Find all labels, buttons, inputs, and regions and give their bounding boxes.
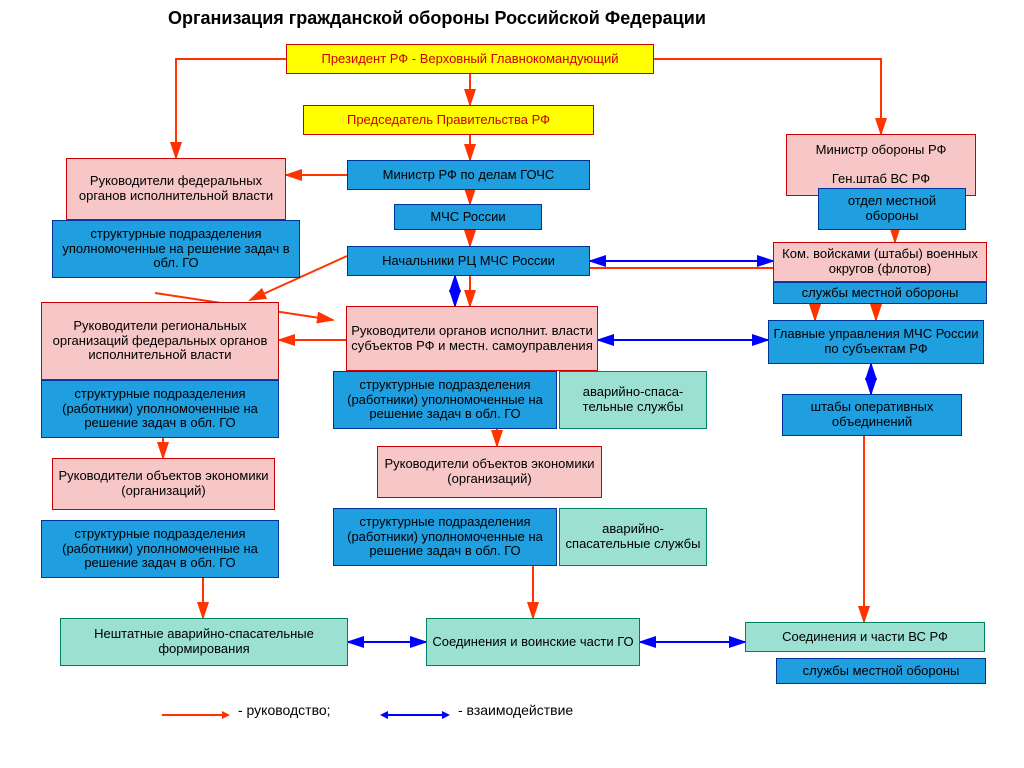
legend-interaction-text: - взаимодействие bbox=[458, 702, 573, 718]
node-n2: Председатель Правительства РФ bbox=[303, 105, 594, 135]
node-n22: структурные подразделения (работники) уп… bbox=[333, 508, 557, 566]
node-n16: аварийно-спаса-тельные службы bbox=[559, 371, 707, 429]
node-n20: структурные подразделения (работники) уп… bbox=[41, 520, 279, 578]
legend-leadership-text: - руководство; bbox=[238, 702, 331, 718]
legend-interaction-arrow bbox=[380, 708, 450, 720]
node-n8: Министр обороны РФ Ген.штаб ВС РФ bbox=[786, 134, 976, 196]
node-n27: службы местной обороны bbox=[776, 658, 986, 684]
node-n12: Руководители региональных организаций фе… bbox=[41, 302, 279, 380]
node-n19: Руководители объектов экономики (организ… bbox=[52, 458, 275, 510]
diagram-title: Организация гражданской обороны Российск… bbox=[168, 8, 706, 29]
node-n25: Соединения и воинские части ГО bbox=[426, 618, 640, 666]
node-n7: Начальники РЦ МЧС России bbox=[347, 246, 590, 276]
node-n24: Нештатные аварийно-спасательные формиров… bbox=[60, 618, 348, 666]
node-n23: аварийно-спасательные службы bbox=[559, 508, 707, 566]
node-n17: Главные управления МЧС России по субъект… bbox=[768, 320, 984, 364]
node-n18: штабы оперативных объединений bbox=[782, 394, 962, 436]
node-n14: Руководители органов исполнит. власти су… bbox=[346, 306, 598, 371]
legend-leadership-arrow bbox=[160, 708, 230, 720]
node-n1: Президент РФ - Верховный Главнокомандующ… bbox=[286, 44, 654, 74]
node-n6: МЧС России bbox=[394, 204, 542, 230]
diagram-stage: Организация гражданской обороны Российск… bbox=[0, 0, 1024, 768]
node-n4: структурные подразделения уполномоченные… bbox=[52, 220, 300, 278]
node-n9: отдел местной обороны bbox=[818, 188, 966, 230]
node-n15: структурные подразделения (работники) уп… bbox=[333, 371, 557, 429]
node-n11: службы местной обороны bbox=[773, 282, 987, 304]
node-n5: Министр РФ по делам ГОЧС bbox=[347, 160, 590, 190]
node-n13: структурные подразделения (работники) уп… bbox=[41, 380, 279, 438]
node-n10: Ком. войсками (штабы) военных округов (ф… bbox=[773, 242, 987, 282]
node-n21: Руководители объектов экономики (организ… bbox=[377, 446, 602, 498]
node-n3: Руководители федеральных органов исполни… bbox=[66, 158, 286, 220]
node-n26: Соединения и части ВС РФ bbox=[745, 622, 985, 652]
